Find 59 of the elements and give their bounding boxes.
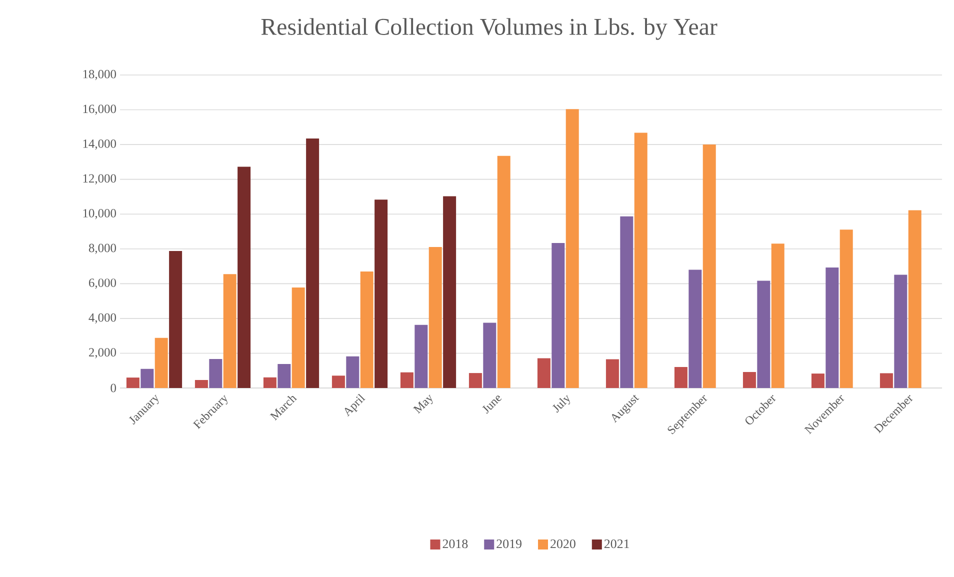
bar (292, 287, 305, 388)
bar (278, 364, 291, 388)
y-tick-label: 2,000 (89, 348, 116, 358)
x-tick-label: July (552, 394, 570, 413)
bar (606, 359, 619, 388)
y-tick-label: 0 (110, 384, 116, 392)
y-tick-label: 16,000 (83, 104, 116, 115)
x-tick-label: June (482, 396, 502, 414)
bar (537, 358, 550, 388)
bar (840, 230, 853, 388)
bar (223, 274, 236, 388)
y-tick-label: 12,000 (83, 174, 116, 184)
bar (702, 144, 716, 388)
bar (306, 138, 320, 388)
bar (757, 280, 770, 388)
y-tick-label: 6,000 (88, 278, 116, 289)
y-tick-label: 8,000 (88, 244, 116, 254)
bar (443, 196, 456, 388)
bar (126, 378, 140, 388)
bar (468, 373, 482, 388)
bar (483, 322, 496, 388)
y-tick-label: 14,000 (83, 139, 116, 150)
bar (263, 377, 276, 388)
legend-label: 2019 (496, 539, 522, 548)
bar (360, 271, 374, 388)
legend-label: 2018 (442, 539, 468, 548)
legend-label: 2020 (550, 539, 576, 548)
y-tick-label: 18,000 (83, 70, 116, 80)
bar (346, 356, 360, 388)
bar (826, 267, 839, 388)
bar (894, 274, 908, 388)
bar (332, 376, 345, 388)
bar (374, 200, 388, 388)
bar (908, 210, 922, 388)
bar (428, 246, 442, 388)
bar (140, 368, 154, 388)
chart-title: Residential Collection Volumes in Lbs. by Year (261, 18, 718, 40)
bar (400, 372, 414, 388)
bar (566, 109, 579, 388)
y-tick-label: 10,000 (83, 209, 116, 220)
bar (811, 374, 824, 388)
bar (742, 372, 756, 388)
bar (414, 324, 428, 388)
bar (169, 250, 182, 388)
y-tick-label: 4,000 (88, 313, 116, 324)
bar (688, 270, 702, 388)
bar (194, 380, 208, 388)
bar (209, 358, 222, 388)
bar (771, 244, 784, 388)
bar (880, 373, 893, 388)
bar (552, 242, 565, 388)
bar (674, 366, 688, 388)
bar (497, 156, 510, 388)
bar (620, 216, 634, 388)
legend-label: 2021 (604, 539, 630, 548)
bar (238, 166, 251, 388)
bar (154, 338, 168, 388)
x-tick-label: May (413, 394, 433, 414)
bar (634, 132, 648, 388)
